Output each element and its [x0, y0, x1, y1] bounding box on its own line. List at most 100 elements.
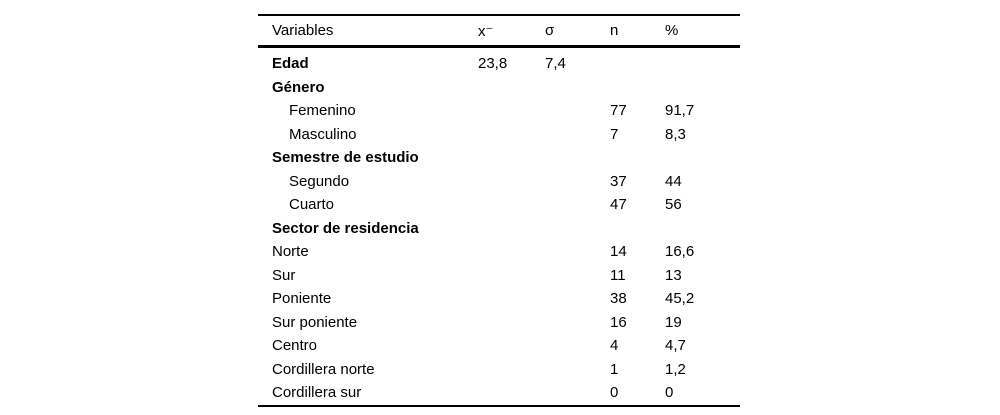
cell-sd [545, 99, 610, 123]
statistics-table-container: Variables x⁻ σ n % Edad 23,8 7,4 Género … [258, 14, 740, 407]
row-label: Cuarto [289, 196, 335, 214]
cell-n: 14 [610, 243, 627, 261]
cell-sd [545, 381, 610, 406]
table-body: Edad 23,8 7,4 Género Femenino 77 91,7 Ma… [258, 47, 740, 406]
table-row: Segundo 37 44 [258, 170, 740, 194]
cell-sd [545, 334, 610, 358]
cell-mean [478, 217, 545, 241]
cell-pct: 91,7 [665, 102, 695, 120]
cell-sd [545, 287, 610, 311]
cell-pct [665, 47, 740, 76]
table-row: Sur poniente 16 19 [258, 311, 740, 335]
table-row: Semestre de estudio [258, 146, 740, 170]
row-label: Segundo [289, 172, 350, 190]
cell-pct: 56 [665, 196, 682, 214]
row-label: Poniente [272, 290, 332, 308]
table-row: Sector de residencia [258, 217, 740, 241]
cell-mean [478, 358, 545, 382]
row-label: Cordillera sur [272, 384, 362, 402]
cell-mean [478, 170, 545, 194]
cell-pct: 0 [665, 384, 674, 402]
cell-sd: 7,4 [545, 55, 566, 73]
cell-mean [478, 240, 545, 264]
cell-sd [545, 311, 610, 335]
cell-n [610, 47, 665, 76]
cell-mean [478, 146, 545, 170]
column-header-percent: % [665, 22, 679, 39]
table-row: Poniente 38 45,2 [258, 287, 740, 311]
column-header-n: n [610, 22, 619, 39]
cell-n: 16 [610, 313, 627, 331]
row-label: Femenino [289, 102, 356, 120]
cell-sd [545, 264, 610, 288]
cell-n: 77 [610, 102, 627, 120]
cell-n: 1 [610, 360, 619, 378]
cell-n: 4 [610, 337, 619, 355]
table-row: Norte 14 16,6 [258, 240, 740, 264]
cell-pct: 44 [665, 172, 682, 190]
cell-pct: 13 [665, 266, 682, 284]
row-label: Centro [272, 337, 318, 355]
table-header: Variables x⁻ σ n % [258, 15, 740, 47]
column-header-variables: Variables [272, 22, 334, 39]
cell-n: 11 [610, 266, 626, 284]
cell-pct: 19 [665, 313, 682, 331]
cell-sd [545, 240, 610, 264]
cell-mean [478, 381, 545, 406]
cell-n [610, 217, 665, 241]
cell-sd [545, 146, 610, 170]
row-label: Sur poniente [272, 313, 358, 331]
cell-n: 38 [610, 290, 627, 308]
table-row: Cordillera sur 0 0 [258, 381, 740, 406]
row-label: Sur [272, 266, 296, 284]
cell-pct: 1,2 [665, 360, 686, 378]
cell-pct [665, 76, 740, 100]
cell-pct [665, 146, 740, 170]
cell-n: 37 [610, 172, 627, 190]
statistics-table: Variables x⁻ σ n % Edad 23,8 7,4 Género … [258, 14, 740, 407]
cell-mean [478, 193, 545, 217]
cell-pct: 8,3 [665, 125, 686, 143]
cell-mean [478, 76, 545, 100]
table-row: Edad 23,8 7,4 [258, 47, 740, 76]
cell-mean [478, 99, 545, 123]
row-label: Sector de residencia [272, 219, 419, 237]
cell-sd [545, 123, 610, 147]
cell-mean: 23,8 [478, 55, 508, 73]
row-label: Norte [272, 243, 309, 261]
cell-pct: 45,2 [665, 290, 695, 308]
table-row: Género [258, 76, 740, 100]
row-label: Género [272, 78, 325, 96]
row-label: Cordillera norte [272, 360, 375, 378]
row-label: Masculino [289, 125, 357, 143]
cell-pct: 16,6 [665, 243, 695, 261]
table-row: Cordillera norte 1 1,2 [258, 358, 740, 382]
cell-n: 7 [610, 125, 619, 143]
table-row: Femenino 77 91,7 [258, 99, 740, 123]
cell-n: 47 [610, 196, 627, 214]
cell-sd [545, 193, 610, 217]
column-header-sigma: σ [545, 22, 555, 39]
cell-pct: 4,7 [665, 337, 686, 355]
cell-sd [545, 76, 610, 100]
row-label: Semestre de estudio [272, 149, 419, 167]
cell-mean [478, 123, 545, 147]
cell-mean [478, 334, 545, 358]
cell-sd [545, 217, 610, 241]
cell-mean [478, 264, 545, 288]
table-row: Cuarto 47 56 [258, 193, 740, 217]
cell-n: 0 [610, 384, 619, 402]
cell-mean [478, 311, 545, 335]
table-header-row: Variables x⁻ σ n % [258, 15, 740, 47]
cell-sd [545, 170, 610, 194]
column-header-mean: x⁻ [478, 22, 494, 40]
cell-pct [665, 217, 740, 241]
table-row: Masculino 7 8,3 [258, 123, 740, 147]
cell-sd [545, 358, 610, 382]
table-row: Sur 11 13 [258, 264, 740, 288]
cell-mean [478, 287, 545, 311]
row-label: Edad [272, 55, 309, 73]
cell-n [610, 76, 665, 100]
table-row: Centro 4 4,7 [258, 334, 740, 358]
cell-n [610, 146, 665, 170]
